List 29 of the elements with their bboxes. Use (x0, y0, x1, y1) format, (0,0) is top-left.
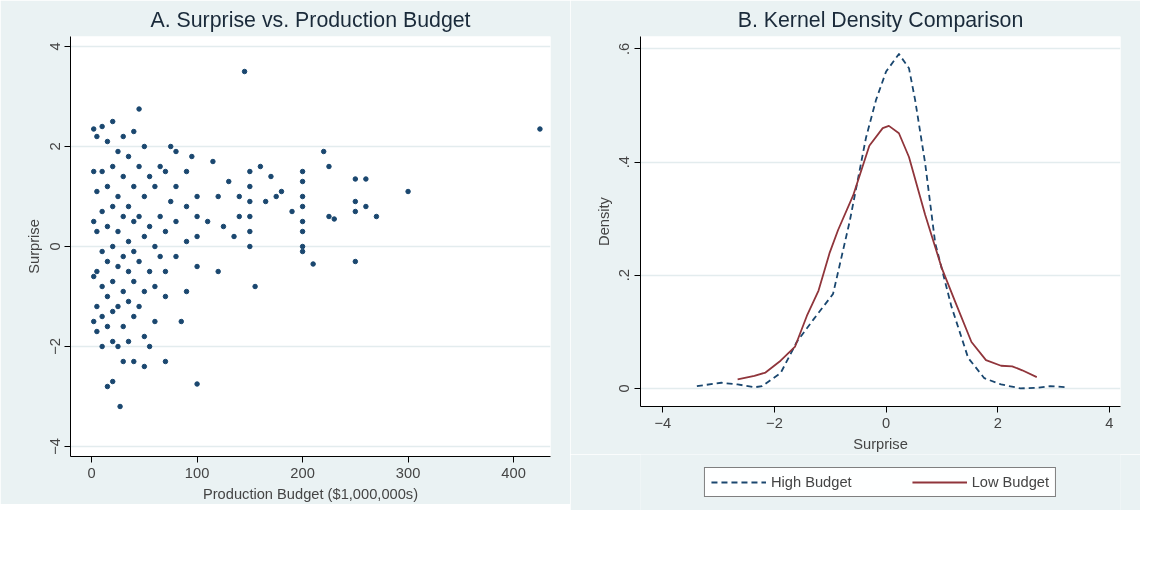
x-tick-label: 100 (184, 464, 210, 481)
y-tick-label: 0 (46, 242, 63, 251)
x-tick-label: 0 (87, 464, 96, 481)
y-axis-title: Density (595, 196, 612, 246)
y-tick-label: .6 (616, 42, 633, 56)
x-tick-label: 0 (882, 414, 891, 431)
x-tick-label: 4 (1105, 414, 1114, 431)
legend-label: High Budget (770, 474, 852, 490)
x-tick-label: 2 (993, 414, 1002, 431)
y-tick-label: −2 (46, 338, 63, 355)
y-tick-label: .4 (616, 155, 633, 169)
y-axis-title: Surprise (25, 219, 42, 274)
y-tick-label: 0 (616, 384, 633, 393)
x-tick-label: −4 (654, 414, 672, 431)
chart-title: A. Surprise vs. Production Budget (150, 7, 471, 32)
y-tick-label: .2 (616, 269, 633, 282)
x-tick-label: −2 (766, 414, 783, 431)
legend-label: Low Budget (971, 474, 1050, 490)
y-tick-label: 4 (46, 42, 63, 51)
x-tick-label: 400 (501, 464, 526, 481)
x-tick-label: 200 (290, 464, 315, 481)
y-tick-label: 2 (46, 142, 63, 151)
y-tick-label: −4 (46, 438, 63, 455)
chart-title: B. Kernel Density Comparison (737, 7, 1024, 32)
line-series (736, 124, 1038, 381)
x-axis-title: Production Budget ($1,000,000s) (202, 485, 419, 502)
x-axis-title: Surprise (853, 435, 908, 452)
x-tick-label: 300 (395, 464, 421, 481)
line-series (695, 53, 1068, 390)
